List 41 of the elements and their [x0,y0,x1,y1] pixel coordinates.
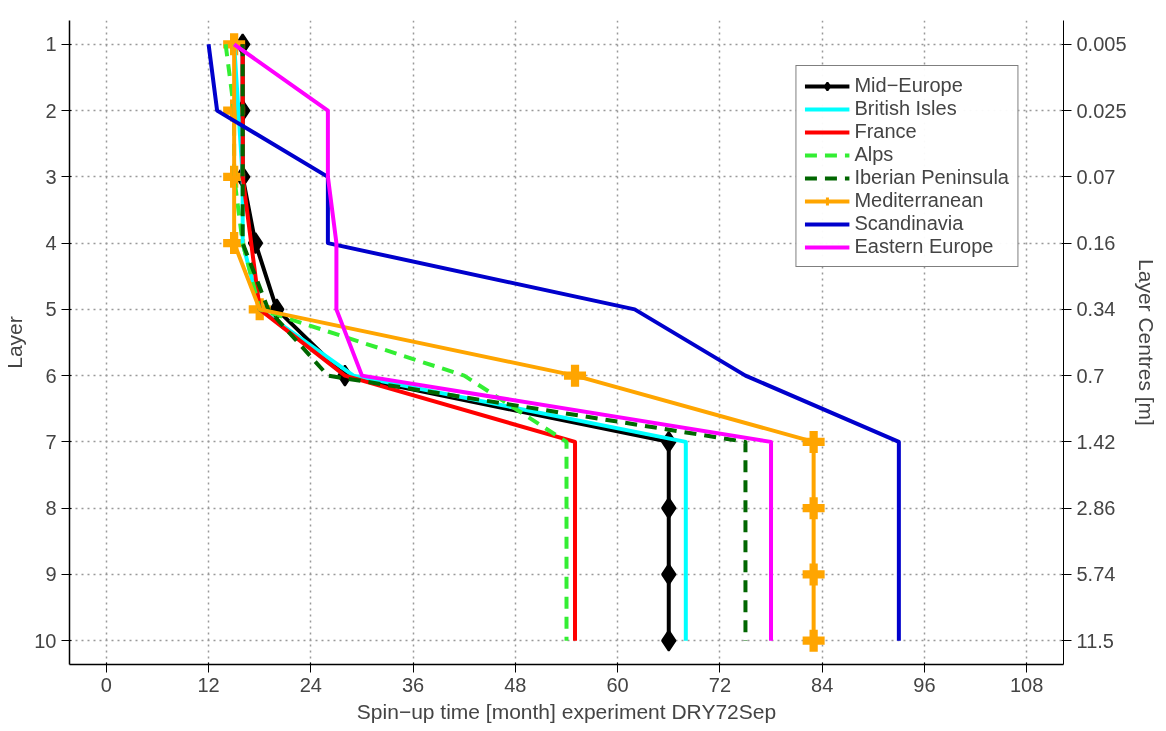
y-tick-label: 9 [45,563,57,586]
category-label: 0.34 [1076,298,1116,321]
y-tick-label: 3 [45,165,57,188]
category-label: 0.005 [1076,33,1127,56]
category-label: 0.025 [1076,99,1127,122]
legend-label: Iberian Peninsula [854,166,1009,189]
legend-label: Alps [854,143,894,166]
category-label: 11.5 [1076,629,1114,652]
x-tick-label: 0 [100,673,112,696]
x-tick-label: 84 [811,673,834,696]
legend-label: Eastern Europe [854,235,994,258]
y-tick-label: 6 [45,364,57,387]
x-tick-label: 36 [401,673,425,696]
y-tick-label: 8 [45,497,57,520]
x-tick-label: 96 [913,673,936,696]
y-axis-title: Layer [3,316,27,369]
legend-label: Mediterranean [854,189,984,212]
legend-label: Scandinavia [854,212,964,235]
x-axis-title: Spin−up time [month] experiment DRY72Sep [356,699,777,723]
category-label: 0.16 [1076,232,1116,255]
y-tick-label: 2 [45,99,57,122]
legend-label: Mid−Europe [854,74,963,97]
y-tick-label: 5 [45,298,57,321]
y-tick-label: 4 [45,232,57,255]
y-tick-label: 10 [34,629,57,652]
x-tick-label: 72 [708,673,732,696]
x-tick-label: 12 [197,673,220,696]
x-tick-label: 48 [504,673,527,696]
y2-axis-title: Layer Centres [m] [1134,259,1158,426]
x-tick-label: 108 [1010,673,1044,696]
legend-label: British Isles [854,97,957,120]
category-label: 0.7 [1076,364,1105,387]
category-label: 0.07 [1076,165,1116,188]
category-label: 1.42 [1076,430,1116,453]
x-tick-label: 60 [606,673,629,696]
y-tick-label: 1 [45,33,57,56]
category-label: 5.74 [1076,563,1116,586]
x-tick-label: 24 [299,673,322,696]
category-label: 2.86 [1076,497,1116,520]
y-tick-label: 7 [45,430,57,453]
legend-label: France [854,120,917,143]
